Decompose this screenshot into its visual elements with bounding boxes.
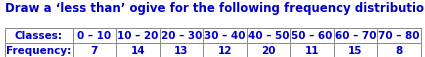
- Text: 12: 12: [218, 45, 232, 55]
- Text: 8: 8: [395, 45, 402, 55]
- Text: 20 – 30: 20 – 30: [161, 31, 202, 41]
- Text: 20: 20: [261, 45, 276, 55]
- Text: 0 – 10: 0 – 10: [77, 31, 111, 41]
- Text: 7: 7: [91, 45, 98, 55]
- Text: 40 – 50: 40 – 50: [248, 31, 289, 41]
- Text: 30 – 40: 30 – 40: [204, 31, 246, 41]
- Text: Classes:: Classes:: [15, 31, 63, 41]
- Text: Draw a ‘less than’ ogive for the following frequency distribution:: Draw a ‘less than’ ogive for the followi…: [5, 2, 425, 14]
- Text: 14: 14: [130, 45, 145, 55]
- Text: 60 – 70: 60 – 70: [335, 31, 376, 41]
- Text: Frequency:: Frequency:: [6, 45, 71, 55]
- Text: 13: 13: [174, 45, 189, 55]
- Text: 10 – 20: 10 – 20: [117, 31, 159, 41]
- Text: 11: 11: [305, 45, 319, 55]
- Text: 70 – 80: 70 – 80: [378, 31, 420, 41]
- Text: 15: 15: [348, 45, 363, 55]
- Text: 50 – 60: 50 – 60: [291, 31, 333, 41]
